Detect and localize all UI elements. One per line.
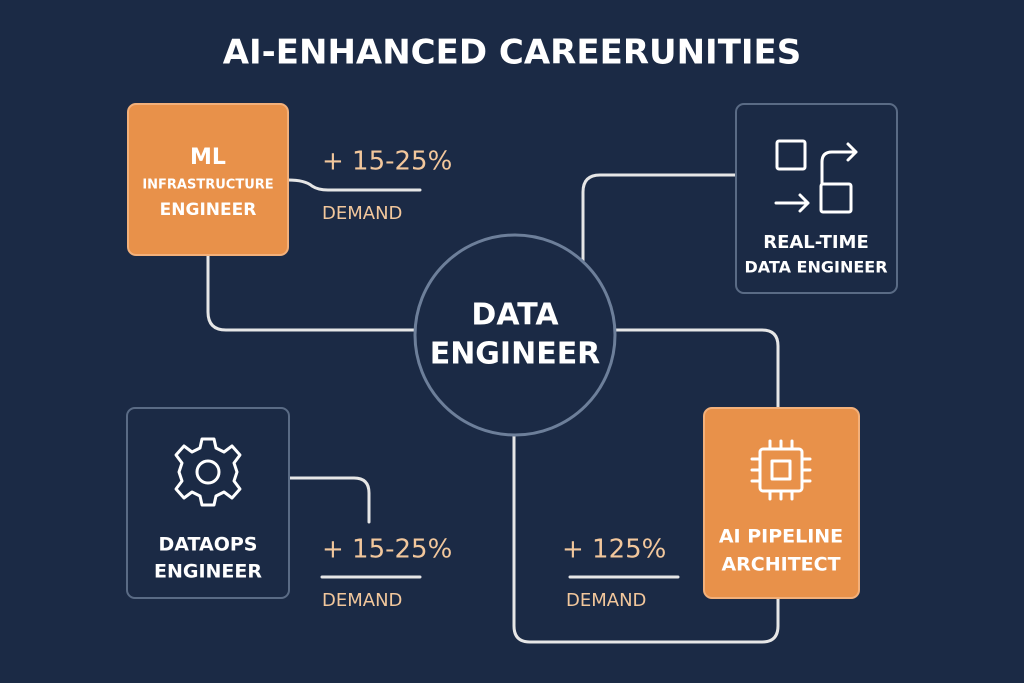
node-label: REAL-TIME [763,232,869,253]
node-label: ENGINEER [160,200,257,220]
node-box [703,407,860,599]
node-label: DATA ENGINEER [744,258,887,277]
demand-label: DEMAND [322,590,402,611]
connector [287,476,371,524]
connector [581,173,738,265]
connector [206,253,417,332]
connectors [206,173,780,644]
flow-icon [774,139,858,214]
node-label: ARCHITECT [721,554,840,576]
node-label: INFRASTRUCTURE [142,178,273,193]
center-circle [413,233,617,437]
demand-label: DEMAND [566,590,646,611]
chip-icon [750,439,812,501]
connector [286,178,422,192]
gear-icon [174,437,242,507]
node-label: DATAOPS [159,534,258,556]
demand-label: DEMAND [322,203,402,224]
node-label: ML [190,145,226,170]
connector [613,328,780,410]
demand-change: + 15-25% [322,535,452,565]
node-box [126,407,290,599]
connector [512,433,780,644]
center-label: ENGINEER [430,337,601,372]
demand-change: + 125% [562,535,666,565]
demand-change: + 15-25% [322,147,452,177]
center-label: DATA [471,298,559,333]
node-label: ENGINEER [154,561,262,583]
title: AI-ENHANCED CAREERUNITIES [223,33,802,73]
node-box [127,103,289,256]
node-label: AI PIPELINE [719,526,843,548]
